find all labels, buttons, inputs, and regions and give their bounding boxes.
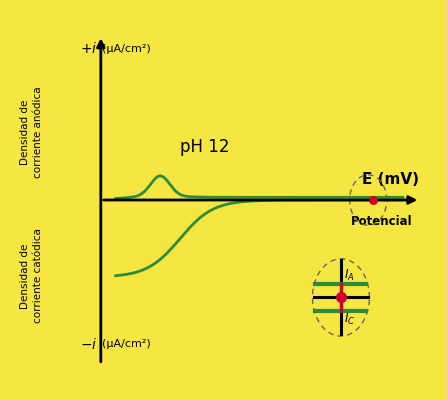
Text: $I_A$: $I_A$ — [344, 268, 355, 283]
Text: E (mV): E (mV) — [362, 172, 419, 186]
Text: corriente anódica: corriente anódica — [33, 86, 43, 178]
Text: pH 12: pH 12 — [180, 138, 230, 156]
Text: (μA/cm²): (μA/cm²) — [102, 44, 151, 54]
Text: $+i$: $+i$ — [80, 41, 97, 56]
Text: $-i$: $-i$ — [80, 337, 97, 352]
Text: (μA/cm²): (μA/cm²) — [102, 340, 151, 350]
Text: Densidad de: Densidad de — [20, 99, 30, 165]
Text: Densidad de: Densidad de — [20, 243, 30, 309]
Text: $I_C$: $I_C$ — [344, 312, 355, 327]
Text: corriente catódica: corriente catódica — [33, 228, 43, 324]
Text: Potencial: Potencial — [351, 215, 413, 228]
